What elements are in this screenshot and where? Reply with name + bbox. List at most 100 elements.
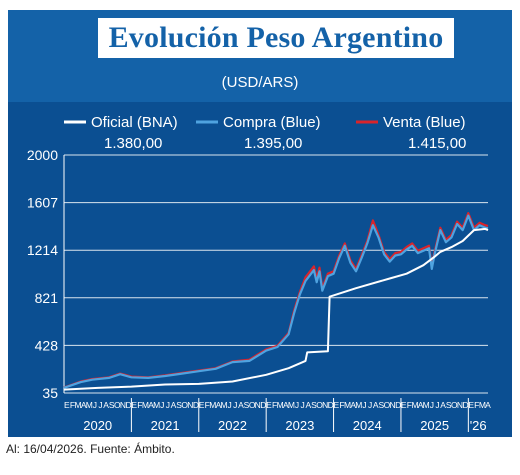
month-tick-label: M xyxy=(355,400,362,410)
series-line-compra xyxy=(63,214,489,389)
month-tick-label: E xyxy=(266,400,272,410)
month-tick-label: F xyxy=(272,400,277,410)
month-tick-label: A xyxy=(350,400,356,410)
month-tick-label: S xyxy=(176,400,182,410)
chart-title: Evolución Peso Argentino xyxy=(108,21,444,54)
month-tick-label: N xyxy=(322,400,328,410)
month-tick-label: J xyxy=(368,400,372,410)
month-tick-label: M xyxy=(277,400,284,410)
month-tick-label: M xyxy=(209,400,216,410)
chart-subtitle: (USD/ARS) xyxy=(221,74,299,91)
month-tick-label: E xyxy=(199,400,205,410)
month-tick-label: A xyxy=(103,400,109,410)
month-tick-label: J xyxy=(301,400,305,410)
month-tick-label: N xyxy=(389,400,395,410)
chart-frame: Evolución Peso Argentino (USD/ARS) xyxy=(8,10,512,437)
month-tick-label: F xyxy=(70,400,75,410)
month-tick-label: J xyxy=(435,400,439,410)
month-tick-label: O xyxy=(181,400,188,410)
month-tick-label: M xyxy=(411,400,418,410)
footer-note: Al: 16/04/2026. Fuente: Ámbito. xyxy=(6,442,175,456)
month-tick-label: A xyxy=(305,400,311,410)
y-tick-label: 35 xyxy=(42,385,58,401)
month-tick-label: J xyxy=(233,400,237,410)
month-tick-label: O xyxy=(451,400,458,410)
y-tick-label: 2000 xyxy=(27,147,58,163)
month-tick-label: N xyxy=(255,400,261,410)
year-label: 2022 xyxy=(218,418,247,433)
month-tick-label: F xyxy=(407,400,412,410)
month-tick-label: A xyxy=(216,400,222,410)
month-tick-label: A xyxy=(81,400,87,410)
month-tick-label: F xyxy=(137,400,142,410)
month-tick-label: F xyxy=(474,400,479,410)
plot-area-background xyxy=(8,102,512,437)
y-tick-label: 821 xyxy=(35,290,59,306)
y-tick-label: 1214 xyxy=(27,242,58,258)
month-tick-label: O xyxy=(384,400,391,410)
legend-label: Oficial (BNA) xyxy=(91,114,178,131)
legend-label: Venta (Blue) xyxy=(383,114,466,131)
month-tick-label: M xyxy=(423,400,430,410)
month-tick-label: F xyxy=(205,400,210,410)
month-tick-label: O xyxy=(316,400,323,410)
month-tick-label: N xyxy=(187,400,193,410)
month-tick-label: M xyxy=(479,400,486,410)
month-tick-label: S xyxy=(311,400,317,410)
month-tick-label: J xyxy=(295,400,299,410)
month-tick-label: A xyxy=(440,400,446,410)
month-tick-label: A xyxy=(485,400,491,410)
month-tick-label: D xyxy=(395,400,401,410)
month-tick-label: O xyxy=(249,400,256,410)
month-tick-label: F xyxy=(339,400,344,410)
month-tick-label: J xyxy=(430,400,434,410)
month-tick-label: D xyxy=(462,400,468,410)
year-label: 2024 xyxy=(353,418,382,433)
month-tick-label: J xyxy=(160,400,164,410)
month-tick-label: M xyxy=(153,400,160,410)
month-tick-label: M xyxy=(86,400,93,410)
month-tick-label: A xyxy=(238,400,244,410)
year-label: 2021 xyxy=(151,418,180,433)
month-tick-label: J xyxy=(93,400,97,410)
month-tick-label: S xyxy=(244,400,250,410)
month-tick-label: S xyxy=(378,400,384,410)
month-tick-label: N xyxy=(120,400,126,410)
month-tick-label: E xyxy=(334,400,340,410)
month-tick-label: S xyxy=(446,400,452,410)
month-tick-label: S xyxy=(109,400,115,410)
month-tick-label: M xyxy=(221,400,228,410)
month-tick-label: J xyxy=(98,400,102,410)
month-tick-label: E xyxy=(64,400,70,410)
month-tick-label: M xyxy=(288,400,295,410)
legend-last-value: 1.395,00 xyxy=(244,135,302,152)
series-line-venta xyxy=(63,212,489,389)
year-label: 2023 xyxy=(285,418,314,433)
month-tick-label: J xyxy=(228,400,232,410)
month-tick-label: E xyxy=(401,400,407,410)
month-tick-label: A xyxy=(373,400,379,410)
month-tick-label: J xyxy=(362,400,366,410)
month-tick-label: D xyxy=(126,400,132,410)
y-tick-label: 428 xyxy=(35,337,59,353)
month-tick-label: A xyxy=(283,400,289,410)
month-tick-label: O xyxy=(114,400,121,410)
year-label: '26 xyxy=(470,418,487,433)
year-label: 2020 xyxy=(83,418,112,433)
month-tick-label: N xyxy=(457,400,463,410)
month-tick-label: E xyxy=(468,400,474,410)
month-tick-label: D xyxy=(328,400,334,410)
y-tick-label: 1607 xyxy=(27,195,58,211)
month-tick-label: J xyxy=(166,400,170,410)
month-tick-label: E xyxy=(131,400,137,410)
month-tick-label: A xyxy=(148,400,154,410)
month-tick-label: A xyxy=(171,400,177,410)
title-box: Evolución Peso Argentino xyxy=(98,18,454,58)
month-tick-label: A xyxy=(418,400,424,410)
month-tick-label: M xyxy=(74,400,81,410)
legend-label: Compra (Blue) xyxy=(223,114,321,131)
month-tick-label: M xyxy=(142,400,149,410)
legend-last-value: 1.380,00 xyxy=(104,135,162,152)
series-line-oficial xyxy=(63,227,489,391)
